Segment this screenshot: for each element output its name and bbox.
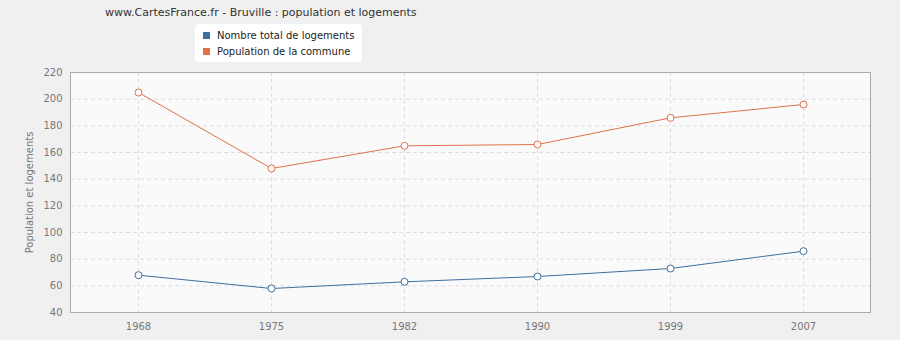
html-text:www.CartesFrance.fr - Bruville: www.CartesFrance.fr - Bruville : populat…	[105, 6, 417, 19]
svg-text:1999: 1999	[658, 321, 683, 332]
svg-text:120: 120	[43, 200, 62, 211]
svg-text:60: 60	[50, 280, 63, 291]
html-text:Nombre total de logements: Nombre total de logements	[217, 29, 355, 41]
svg-text:100: 100	[43, 227, 62, 238]
svg-text:1982: 1982	[392, 321, 417, 332]
svg-text:200: 200	[43, 93, 62, 104]
svg-text:160: 160	[43, 147, 62, 158]
svg-text:140: 140	[43, 173, 62, 184]
svg-text:180: 180	[43, 120, 62, 131]
svg-text:2007: 2007	[791, 321, 816, 332]
svg-text:1968: 1968	[126, 321, 151, 332]
svg-text:1975: 1975	[259, 321, 284, 332]
html-text:Population de la commune: Population de la commune	[217, 45, 351, 57]
svg-text:1990: 1990	[525, 321, 550, 332]
svg-text:80: 80	[50, 253, 63, 264]
svg-text:40: 40	[50, 307, 63, 318]
svg-text:Population et logements: Population et logements	[24, 132, 35, 254]
svg-text:220: 220	[43, 67, 62, 78]
